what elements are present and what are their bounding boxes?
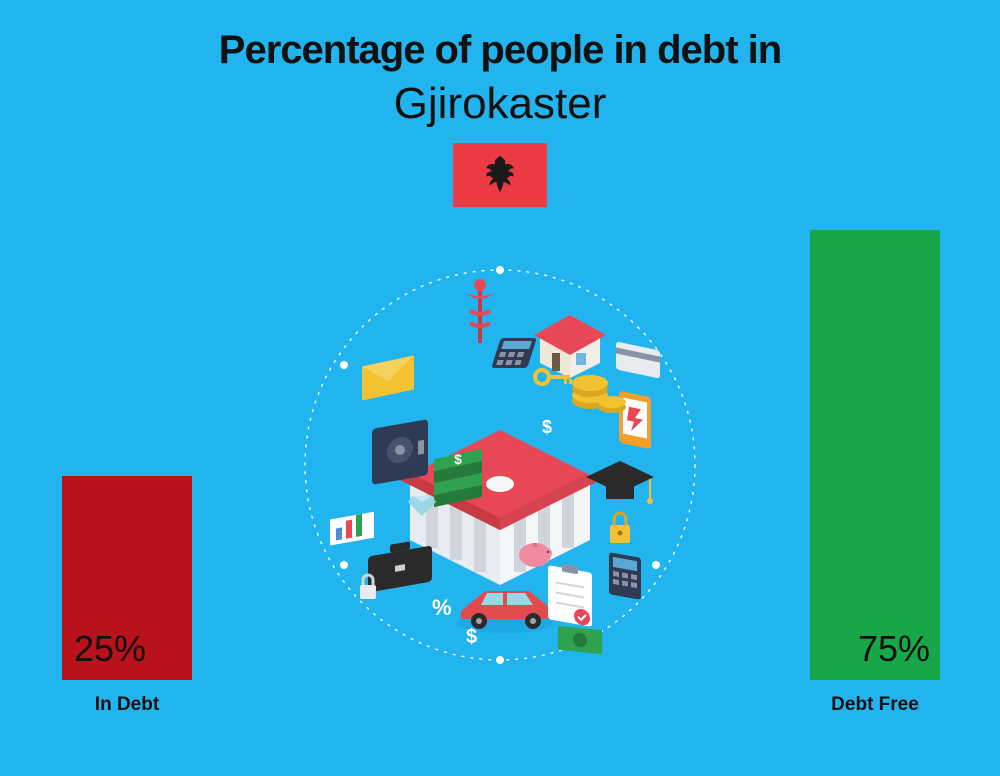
bar-value-in-debt: 25%	[74, 628, 204, 670]
svg-text:$: $	[542, 417, 552, 437]
bar-rect-in-debt: 25%	[62, 476, 192, 680]
finance-circle-icon: $ % $ $	[290, 255, 710, 675]
bar-debt-free: 75% Debt Free	[810, 230, 940, 716]
finance-illustration: $ % $ $	[290, 255, 710, 675]
bar-value-debt-free: 75%	[800, 628, 930, 670]
svg-text:$: $	[454, 451, 462, 467]
bar-rect-debt-free: 75%	[810, 230, 940, 680]
percent-icon: %	[432, 595, 452, 620]
bar-label-in-debt: In Debt	[62, 694, 192, 716]
title-line1: Percentage of people in debt in	[0, 0, 1000, 73]
bar-label-debt-free: Debt Free	[810, 694, 940, 716]
albania-flag	[453, 143, 547, 207]
bar-in-debt: 25% In Debt	[62, 476, 192, 716]
svg-text:$: $	[466, 626, 477, 648]
title-line2: Gjirokaster	[0, 79, 1000, 129]
eagle-emblem-icon	[474, 149, 526, 201]
